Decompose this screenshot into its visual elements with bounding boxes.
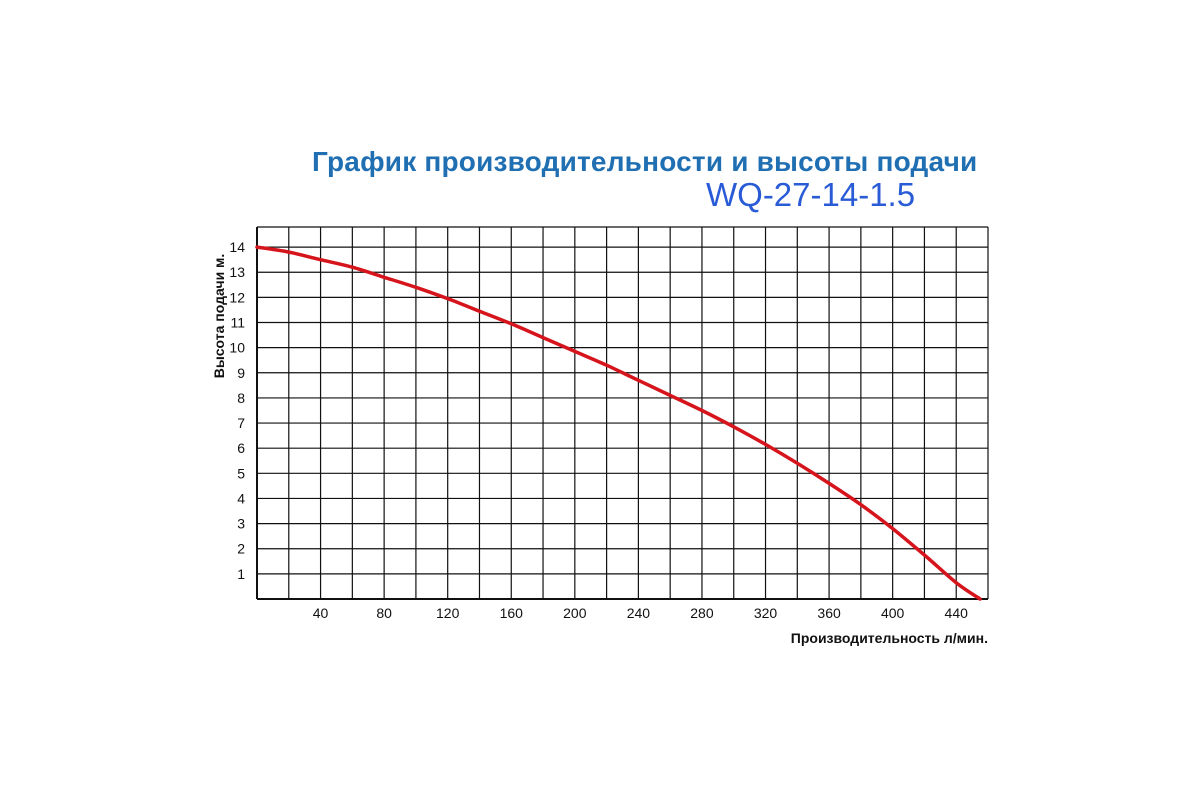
y-tick-label: 1 [237, 566, 245, 582]
y-tick-label: 14 [229, 239, 245, 255]
x-tick-label: 200 [563, 605, 587, 621]
chart-title: График производительности и высоты подач… [312, 146, 978, 177]
x-tick-label: 160 [500, 605, 524, 621]
x-tick-labels: 40 80 120 160 200 240 280 320 360 400 440 [313, 605, 968, 621]
x-tick-label: 40 [313, 605, 329, 621]
x-tick-label: 80 [376, 605, 392, 621]
y-tick-label: 7 [237, 415, 245, 431]
y-tick-label: 2 [237, 541, 245, 557]
x-tick-label: 360 [817, 605, 841, 621]
x-tick-label: 320 [754, 605, 778, 621]
y-tick-label: 8 [237, 390, 245, 406]
chart-grid [256, 226, 989, 600]
y-tick-label: 4 [237, 490, 245, 506]
y-tick-label: 11 [230, 315, 245, 331]
y-tick-label: 3 [237, 516, 245, 532]
y-tick-label: 5 [237, 465, 245, 481]
x-tick-label: 280 [690, 605, 714, 621]
chart-model-subtitle: WQ-27-14-1.5 [706, 176, 916, 213]
y-tick-label: 9 [237, 365, 245, 381]
x-tick-label: 240 [627, 605, 651, 621]
series-line [255, 245, 982, 601]
x-tick-label: 120 [436, 605, 460, 621]
x-tick-label: 440 [945, 605, 969, 621]
y-tick-label: 6 [237, 440, 245, 456]
y-axis-label: Высота подачи м. [211, 254, 227, 379]
x-axis-label: Производительность л/мин. [791, 630, 988, 646]
chart-series [255, 245, 982, 601]
x-tick-label: 400 [881, 605, 905, 621]
y-tick-label: 12 [229, 289, 245, 305]
y-tick-label: 10 [229, 340, 245, 356]
y-tick-label: 13 [229, 264, 245, 280]
